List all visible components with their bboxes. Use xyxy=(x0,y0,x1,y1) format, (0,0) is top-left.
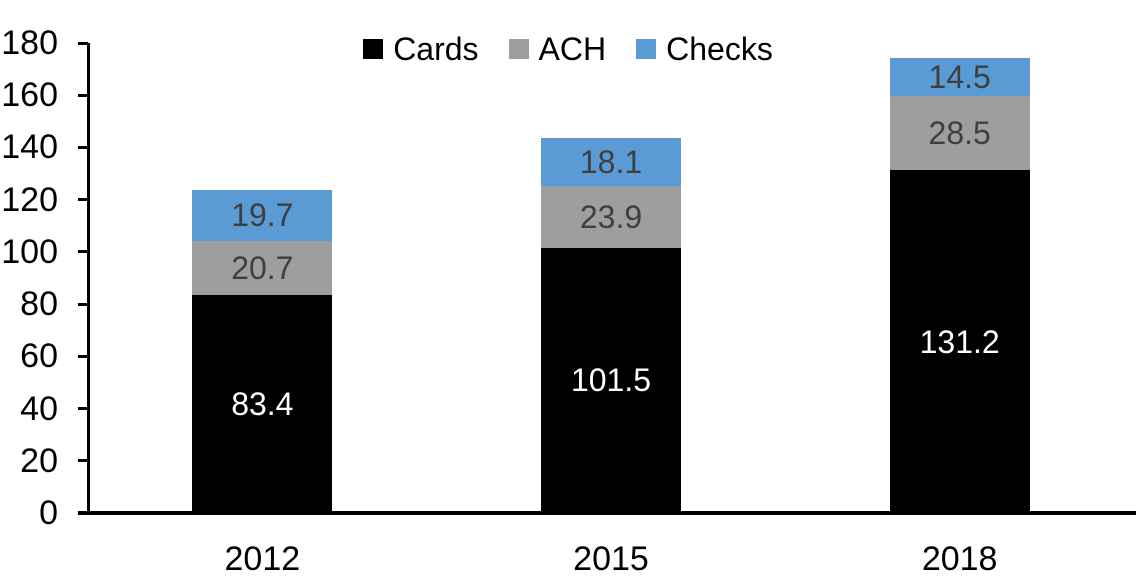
y-axis-tick-label: 0 xyxy=(39,494,58,532)
legend-item-ach: ACH xyxy=(508,31,607,67)
legend-label: ACH xyxy=(538,31,607,67)
legend-item-cards: Cards xyxy=(363,31,479,67)
data-label: 28.5 xyxy=(928,115,991,152)
bar-segment-2015-ach: 23.9 xyxy=(541,185,681,248)
y-axis-tick-mark xyxy=(78,354,88,358)
bar-segment-2018-ach: 28.5 xyxy=(889,96,1030,171)
y-axis-tick-mark xyxy=(78,407,88,411)
legend-swatch-icon xyxy=(508,39,529,59)
legend-swatch-icon xyxy=(363,39,384,59)
bar-segment-2018-checks: 14.5 xyxy=(889,58,1030,96)
x-axis-tick-label: 2015 xyxy=(573,540,649,578)
y-axis-line xyxy=(87,43,90,515)
data-label: 14.5 xyxy=(928,59,991,96)
y-axis-tick-label: 100 xyxy=(1,232,58,271)
bar-segment-2012-checks: 19.7 xyxy=(192,189,333,242)
bar-segment-2012-ach: 20.7 xyxy=(192,241,333,296)
y-axis-tick-label: 160 xyxy=(1,76,58,115)
y-axis-tick-mark xyxy=(78,93,88,97)
y-axis-tick-mark xyxy=(78,198,88,202)
legend-swatch-icon xyxy=(636,39,657,59)
y-axis-tick-label: 80 xyxy=(20,285,58,324)
y-axis-tick-label: 40 xyxy=(20,389,58,428)
y-axis-tick-label: 60 xyxy=(20,337,58,376)
legend-item-checks: Checks xyxy=(636,33,773,65)
y-axis-tick-label: 20 xyxy=(20,441,58,480)
data-label: 131.2 xyxy=(919,323,1000,360)
data-label: 101.5 xyxy=(570,362,652,399)
y-axis-tick-mark xyxy=(78,145,88,149)
x-axis-tick-label: 2012 xyxy=(224,540,301,578)
y-axis-tick-label: 120 xyxy=(1,180,58,219)
legend-label: Cards xyxy=(393,31,479,67)
y-axis-tick-mark xyxy=(78,250,88,254)
data-label: 19.7 xyxy=(231,197,294,234)
x-axis-tick-label: 2018 xyxy=(921,540,998,578)
y-axis-tick-mark xyxy=(78,41,88,45)
y-axis-tick-mark xyxy=(78,302,88,306)
chart-legend: Cards ACH Checks xyxy=(0,33,1136,65)
y-axis-tick-label: 140 xyxy=(1,128,58,167)
data-label: 18.1 xyxy=(579,143,643,180)
data-label: 23.9 xyxy=(579,198,643,235)
bar-segment-2012-cards: 83.4 xyxy=(192,295,333,513)
bar-segment-2015-checks: 18.1 xyxy=(541,138,681,186)
data-label: 20.7 xyxy=(231,250,294,287)
y-axis-tick-mark xyxy=(78,459,88,463)
x-axis-line xyxy=(78,511,1136,515)
y-axis-tick-mark xyxy=(78,511,88,515)
bar-segment-2015-cards: 101.5 xyxy=(541,247,681,513)
y-axis-tick-label: 180 xyxy=(1,24,58,62)
legend-label: Checks xyxy=(666,31,773,67)
data-label: 83.4 xyxy=(231,386,294,423)
bar-segment-2018-cards: 131.2 xyxy=(889,170,1030,513)
